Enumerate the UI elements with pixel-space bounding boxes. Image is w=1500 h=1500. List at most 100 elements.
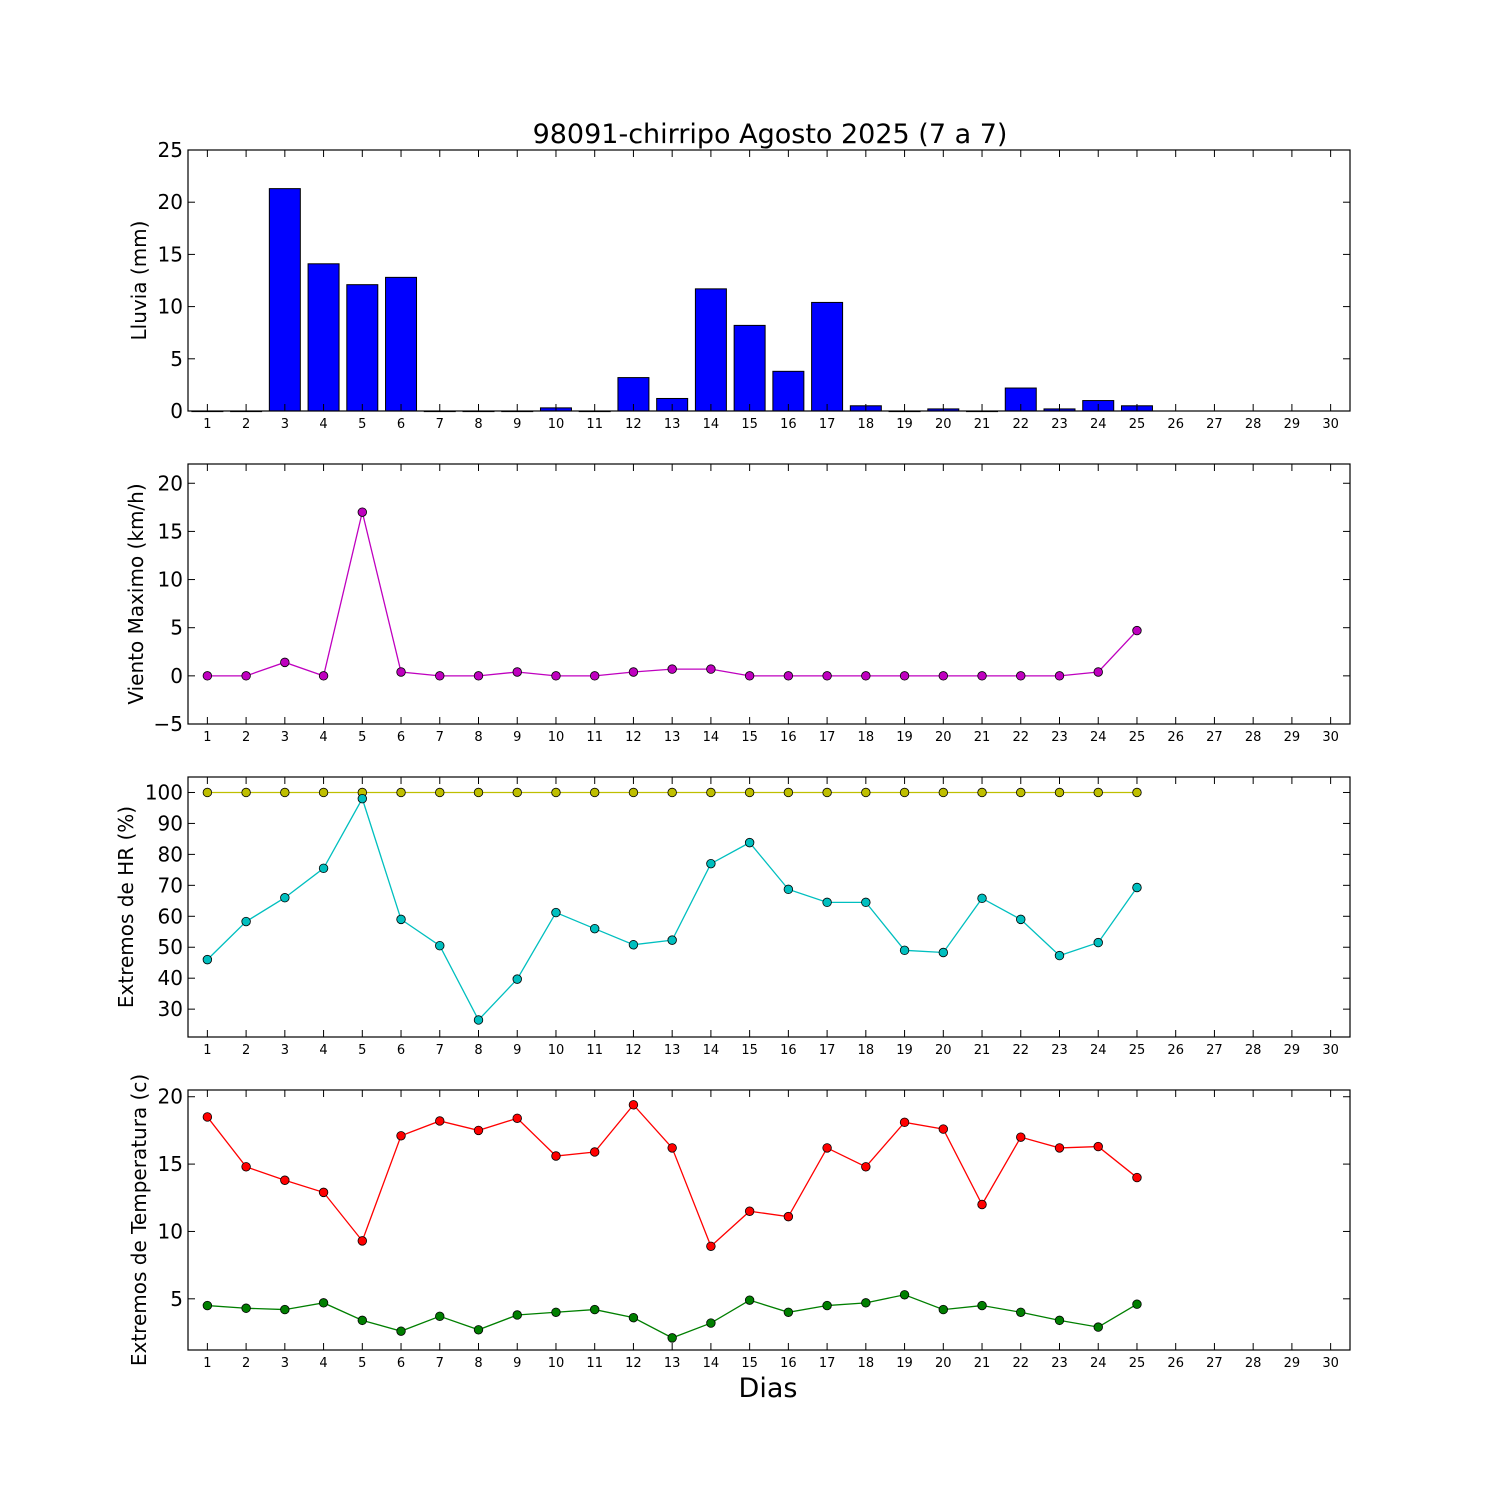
bar-day-6	[385, 276, 418, 412]
x-tick-label: 20	[935, 1356, 952, 1371]
x-tick-label: 21	[974, 417, 991, 432]
y-tick-label: 5	[170, 616, 183, 640]
x-tick-label: 27	[1206, 1356, 1223, 1371]
y-tick-label: 0	[170, 399, 183, 423]
data-point-series1-day-5	[357, 1236, 368, 1246]
y-tick-label: 40	[158, 966, 183, 990]
data-point-series1-day-6	[396, 1131, 406, 1141]
x-tick-label: 20	[935, 1043, 952, 1058]
bar-day-14	[694, 288, 727, 412]
data-point-series1-day-19	[899, 787, 910, 798]
x-tick-label: 24	[1090, 730, 1107, 745]
x-tick-label: 16	[780, 730, 797, 745]
data-point-series1-day-21	[977, 787, 987, 798]
x-tick-label: 21	[974, 1356, 991, 1371]
axes-frame	[187, 1089, 1351, 1351]
y-tick-label: 50	[158, 935, 183, 959]
data-point-series1-day-14	[706, 1241, 716, 1251]
x-tick-label: 30	[1322, 417, 1339, 432]
y-tick-label: 20	[158, 190, 183, 214]
data-point-series2-day-2	[241, 916, 251, 927]
x-tick-label: 26	[1167, 730, 1184, 745]
data-point-series2-day-17	[822, 1300, 832, 1311]
x-tick-label: 4	[319, 730, 327, 745]
data-point-series1-day-13	[667, 787, 677, 798]
axes-frame	[187, 463, 1351, 725]
x-tick-label: 20	[935, 417, 952, 432]
x-tick-label: 2	[242, 1043, 250, 1058]
x-tick-label: 15	[741, 1356, 758, 1371]
data-point-series2-day-4	[318, 1298, 329, 1308]
data-point-series1-day-15	[744, 787, 755, 798]
x-tick-label: 26	[1167, 1043, 1184, 1058]
data-point-series1-day-6	[396, 787, 406, 798]
x-tick-label: 9	[513, 730, 521, 745]
x-tick-label: 1	[203, 1043, 211, 1058]
x-tick-label: 24	[1090, 417, 1107, 432]
data-point-series2-day-24	[1093, 1322, 1103, 1332]
y-tick-label: 5	[170, 347, 183, 371]
data-point-series2-day-4	[318, 863, 329, 874]
data-point-series1-day-13	[667, 1143, 677, 1153]
x-tick-label: 18	[858, 730, 875, 745]
axes-frame	[187, 776, 1351, 1038]
x-tick-label: 13	[664, 730, 681, 745]
y-tick-label: 60	[158, 904, 183, 928]
y-tick-label: 70	[158, 873, 183, 897]
y-axis-label: Extremos de HR (%)	[114, 806, 138, 1008]
x-tick-label: 10	[548, 417, 565, 432]
x-tick-label: 27	[1206, 730, 1223, 745]
data-point-series1-day-2	[241, 671, 251, 681]
x-tick-label: 3	[281, 1043, 289, 1058]
data-point-series1-day-5	[357, 507, 368, 517]
x-tick-label: 1	[203, 730, 211, 745]
x-tick-label: 13	[664, 1043, 681, 1058]
data-point-series2-day-15	[744, 837, 755, 848]
data-point-series1-day-20	[938, 1124, 949, 1134]
data-point-series1-day-10	[551, 671, 561, 681]
data-point-series1-day-1	[202, 1112, 213, 1122]
x-tick-label: 8	[474, 417, 482, 432]
x-tick-label: 3	[281, 417, 289, 432]
data-point-series1-day-6	[396, 667, 406, 677]
y-tick-label: 20	[158, 471, 183, 495]
x-tick-label: 26	[1167, 417, 1184, 432]
data-point-series1-day-11	[590, 671, 600, 681]
x-tick-label: 21	[974, 1043, 991, 1058]
data-point-series1-day-20	[938, 787, 949, 798]
x-tick-label: 23	[1051, 1356, 1068, 1371]
x-tick-label: 28	[1245, 1043, 1262, 1058]
data-point-series1-day-4	[318, 671, 329, 681]
data-point-series1-day-9	[512, 667, 522, 677]
x-tick-label: 19	[896, 417, 913, 432]
data-point-series1-day-9	[512, 1113, 522, 1123]
data-point-series1-day-17	[822, 671, 832, 681]
data-point-series1-day-24	[1093, 667, 1103, 677]
data-point-series1-day-3	[280, 787, 290, 798]
data-point-series1-day-8	[473, 787, 484, 798]
data-point-series1-day-3	[280, 657, 290, 668]
x-tick-label: 22	[1012, 730, 1029, 745]
data-point-series1-day-14	[706, 664, 716, 674]
data-point-series1-day-19	[899, 671, 910, 681]
data-point-series2-day-24	[1093, 937, 1103, 948]
data-point-series2-day-21	[977, 893, 987, 904]
data-point-series1-day-16	[783, 671, 794, 681]
data-point-series2-day-14	[706, 1318, 716, 1328]
x-tick-label: 4	[319, 1356, 327, 1371]
x-tick-label: 18	[858, 1043, 875, 1058]
x-tick-label: 14	[703, 730, 720, 745]
x-tick-label: 12	[625, 417, 642, 432]
x-tick-label: 2	[242, 1356, 250, 1371]
data-point-series2-day-3	[280, 893, 290, 903]
x-tick-label: 14	[703, 1043, 720, 1058]
x-tick-label: 6	[397, 1043, 405, 1058]
data-point-series1-day-17	[822, 787, 832, 798]
data-point-series2-day-3	[280, 1304, 290, 1315]
x-tick-label: 23	[1051, 417, 1068, 432]
x-tick-label: 14	[703, 417, 720, 432]
x-tick-label: 11	[586, 730, 603, 745]
